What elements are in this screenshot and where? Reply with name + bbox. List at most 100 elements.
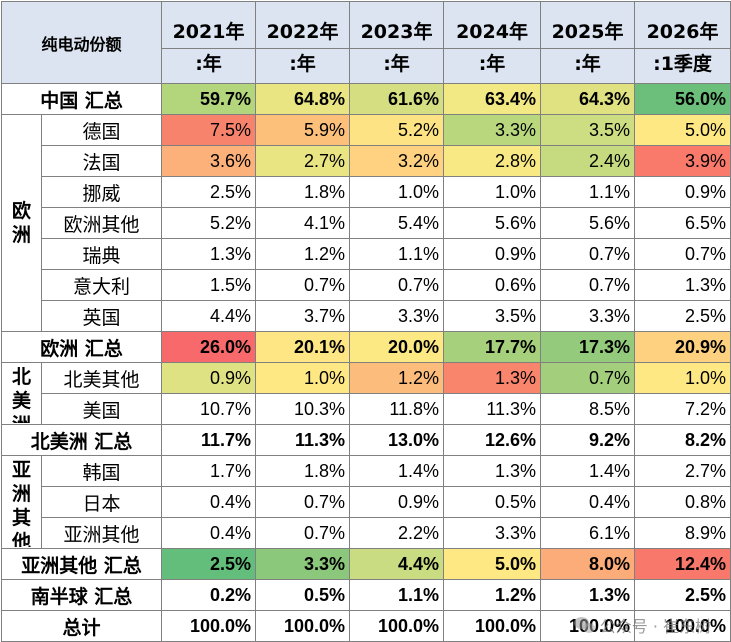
region-label-text: 欧洲	[11, 200, 31, 246]
value-cell: 5.2%	[161, 207, 257, 239]
value-cell: 0.7%	[540, 269, 636, 301]
period-header: :年	[540, 48, 636, 84]
value-cell: 3.6%	[161, 145, 257, 177]
value-cell: 0.5%	[255, 579, 351, 611]
value-cell: 3.3%	[255, 548, 351, 580]
value-cell: 3.7%	[255, 300, 351, 332]
value-cell: 2.7%	[634, 455, 731, 487]
value-cell: 20.0%	[349, 331, 445, 363]
table-row: 瑞典 1.3% 1.2% 1.1% 0.9% 0.7% 0.7%	[2, 238, 731, 270]
value-cell: 64.8%	[255, 83, 351, 115]
summary-row: 欧洲 汇总 26.0% 20.1% 20.0% 17.7% 17.3% 20.9%	[0, 331, 731, 363]
value-cell: 5.6%	[540, 207, 636, 239]
summary-label: 亚洲其他 汇总	[0, 548, 163, 580]
value-cell: 0.7%	[634, 238, 731, 270]
summary-row: 中国 汇总 59.7% 64.8% 61.6% 63.4% 64.3% 56.0%	[0, 83, 731, 115]
value-cell: 1.7%	[161, 455, 257, 487]
value-cell: 2.5%	[634, 300, 731, 332]
value-cell: 4.4%	[349, 548, 445, 580]
value-cell: 2.2%	[349, 517, 445, 549]
table-row: 美国 10.7% 10.3% 11.8% 11.3% 8.5% 7.2%	[2, 393, 731, 425]
country-label: 瑞典	[40, 238, 163, 270]
value-cell: 100.0%	[634, 610, 731, 642]
value-cell: 12.6%	[443, 424, 542, 456]
value-cell: 4.1%	[255, 207, 351, 239]
value-cell: 6.5%	[634, 207, 731, 239]
value-cell: 1.2%	[255, 238, 351, 270]
table-row: 英国 4.4% 3.7% 3.3% 3.5% 3.3% 2.5%	[2, 300, 731, 332]
value-cell: 100.0%	[443, 610, 542, 642]
value-cell: 0.7%	[255, 269, 351, 301]
value-cell: 0.9%	[349, 486, 445, 518]
value-cell: 3.3%	[443, 114, 542, 146]
period-header: :年	[443, 48, 542, 84]
value-cell: 2.5%	[634, 579, 731, 611]
value-cell: 100.0%	[349, 610, 445, 642]
country-label: 英国	[40, 300, 163, 332]
value-cell: 13.0%	[349, 424, 445, 456]
value-cell: 1.3%	[443, 362, 542, 394]
country-label: 挪威	[40, 176, 163, 208]
value-cell: 0.4%	[161, 486, 257, 518]
value-cell: 0.7%	[255, 486, 351, 518]
value-cell: 6.1%	[540, 517, 636, 549]
value-cell: 11.3%	[443, 393, 542, 425]
value-cell: 1.0%	[349, 176, 445, 208]
country-label: 意大利	[40, 269, 163, 301]
value-cell: 3.3%	[443, 517, 542, 549]
summary-label: 北美洲 汇总	[0, 424, 163, 456]
value-cell: 61.6%	[349, 83, 445, 115]
year-header: 2026年	[634, 1, 731, 49]
value-cell: 0.9%	[634, 176, 731, 208]
table-row: 法国 3.6% 2.7% 3.2% 2.8% 2.4% 3.9%	[2, 145, 731, 177]
country-label: 欧洲其他	[40, 207, 163, 239]
region-label-text: 亚洲其他	[11, 458, 31, 547]
value-cell: 8.2%	[634, 424, 731, 456]
table-row: 欧洲 德国 7.5% 5.9% 5.2% 3.3% 3.5% 5.0%	[1, 114, 731, 332]
value-cell: 3.9%	[634, 145, 731, 177]
year-header: 2025年	[540, 1, 636, 49]
value-cell: 5.4%	[349, 207, 445, 239]
value-cell: 3.3%	[349, 300, 445, 332]
value-cell: 63.4%	[443, 83, 542, 115]
value-cell: 1.3%	[634, 269, 731, 301]
value-cell: 3.5%	[540, 114, 636, 146]
value-cell: 3.2%	[349, 145, 445, 177]
value-cell: 64.3%	[540, 83, 636, 115]
country-label: 法国	[40, 145, 163, 177]
value-cell: 5.6%	[443, 207, 542, 239]
value-cell: 2.5%	[161, 548, 257, 580]
value-cell: 0.9%	[161, 362, 257, 394]
value-cell: 100.0%	[255, 610, 351, 642]
value-cell: 1.3%	[161, 238, 257, 270]
value-cell: 17.3%	[540, 331, 636, 363]
value-cell: 0.9%	[443, 238, 542, 270]
value-cell: 1.4%	[540, 455, 636, 487]
value-cell: 1.8%	[255, 176, 351, 208]
value-cell: 0.4%	[540, 486, 636, 518]
value-cell: 100.0%	[161, 610, 257, 642]
country-label: 韩国	[40, 455, 163, 487]
value-cell: 1.2%	[349, 362, 445, 394]
period-header: :1季度	[634, 48, 731, 84]
value-cell: 1.0%	[634, 362, 731, 394]
value-cell: 0.6%	[443, 269, 542, 301]
value-cell: 1.1%	[540, 176, 636, 208]
period-header: :年	[349, 48, 445, 84]
value-cell: 0.4%	[161, 517, 257, 549]
value-cell: 1.0%	[443, 176, 542, 208]
value-cell: 1.0%	[255, 362, 351, 394]
value-cell: 8.5%	[540, 393, 636, 425]
region-label: 欧洲	[1, 114, 42, 332]
table-row: 亚洲其他 韩国 1.7% 1.8% 1.4% 1.3% 1.4% 2.7%	[1, 455, 731, 549]
table-row: 意大利 1.5% 0.7% 0.7% 0.6% 0.7% 1.3%	[2, 269, 731, 301]
value-cell: 17.7%	[443, 331, 542, 363]
country-label: 北美其他	[40, 362, 163, 394]
value-cell: 12.4%	[634, 548, 731, 580]
value-cell: 20.1%	[255, 331, 351, 363]
value-cell: 1.3%	[540, 579, 636, 611]
table-row: 日本 0.4% 0.7% 0.9% 0.5% 0.4% 0.8%	[2, 486, 731, 518]
value-cell: 2.8%	[443, 145, 542, 177]
